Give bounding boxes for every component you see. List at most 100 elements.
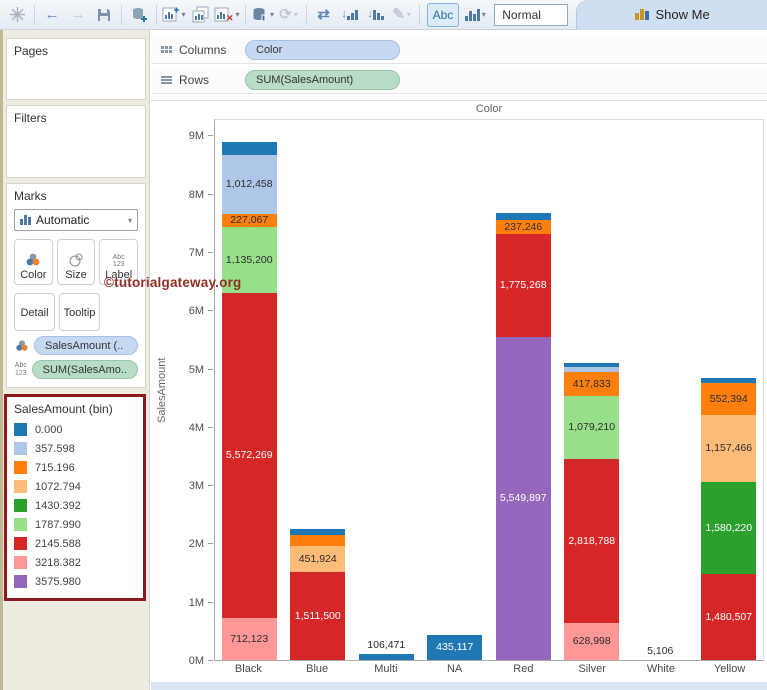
- tooltip-button[interactable]: Tooltip: [59, 293, 100, 331]
- forward-arrow-icon: →: [70, 6, 86, 23]
- chevron-down-icon: ▾: [127, 215, 132, 225]
- tableau-logo-icon: [5, 3, 29, 27]
- duplicate-sheet-button[interactable]: [188, 3, 212, 27]
- chevron-down-icon: ▾: [481, 10, 486, 19]
- sort-ascending-button[interactable]: ↓: [338, 3, 362, 27]
- bar-segment[interactable]: 417,833: [564, 372, 620, 396]
- add-datasource-button[interactable]: [127, 3, 151, 27]
- arrow-down-icon: ↓: [341, 8, 347, 20]
- bar-segment[interactable]: 552,394: [701, 383, 757, 415]
- toolbar-separator: [305, 4, 307, 25]
- fit-selector-value: Normal: [502, 7, 541, 22]
- label-button-label: Label: [105, 269, 133, 281]
- add-datasource-icon: [133, 7, 147, 22]
- show-me-button[interactable]: Show Me: [576, 0, 767, 30]
- y-tick-label: 2M: [188, 538, 204, 551]
- legend-item-label: 1072.794: [35, 480, 81, 493]
- bar-segment[interactable]: 1,012,458: [221, 155, 277, 214]
- rows-pill-sum-salesamount[interactable]: SUM(SalesAmount): [245, 69, 400, 90]
- x-axis-category-yellow: Yellow: [713, 663, 746, 675]
- arrow-down-icon: ↓: [367, 8, 373, 20]
- save-button[interactable]: [92, 3, 116, 27]
- legend-item[interactable]: 715.196: [14, 458, 136, 477]
- bar-segment[interactable]: 2,818,788: [564, 459, 620, 623]
- highlight-button[interactable]: ✎ ▾: [390, 3, 414, 27]
- plot-area: 1,012,458 227,067 1,135,200 5,572,269 712,12…: [214, 119, 764, 661]
- legend-item[interactable]: 3575.980: [14, 572, 136, 591]
- bar-outside-label: 106,471: [367, 639, 406, 651]
- redo-button[interactable]: →: [66, 3, 90, 27]
- toolbar-separator: [418, 4, 420, 25]
- bar-segment[interactable]: [221, 142, 277, 155]
- bar-segment[interactable]: [290, 535, 346, 546]
- watermark: ©tutorialgateway.org: [104, 275, 242, 290]
- bar-column-red: 237,246 1,775,268 5,549,897: [489, 120, 558, 660]
- size-button[interactable]: Size: [56, 239, 96, 285]
- bar-segment-label: 435,117: [436, 641, 474, 654]
- bar-segment[interactable]: [495, 213, 551, 220]
- legend-item[interactable]: 2145.588: [14, 534, 136, 553]
- y-tick-mark: [208, 310, 213, 312]
- refresh-button[interactable]: ⟳ ▾: [277, 3, 301, 27]
- bar-segment[interactable]: 1,511,500: [290, 572, 346, 660]
- size-icon: [69, 253, 83, 267]
- bar-segment[interactable]: 5,572,269: [221, 293, 277, 618]
- filters-shelf[interactable]: Filters: [6, 105, 146, 178]
- field-pill-sum-salesamount[interactable]: SUM(SalesAmo..: [31, 360, 138, 379]
- bar-segment[interactable]: 237,246: [495, 220, 551, 234]
- bar-segment-label: 552,394: [709, 392, 748, 405]
- mark-labels-icon: [464, 8, 480, 21]
- legend-item[interactable]: 0.000: [14, 420, 136, 439]
- swap-rows-columns-button[interactable]: ⇄: [312, 3, 336, 27]
- new-worksheet-button[interactable]: ▾: [162, 3, 186, 27]
- bar-segment[interactable]: 1,079,210: [564, 396, 620, 459]
- bar-segment[interactable]: 451,924: [290, 546, 346, 572]
- size-button-label: Size: [65, 269, 87, 281]
- field-pill-salesamount-bin[interactable]: SalesAmount (..: [34, 336, 138, 355]
- columns-shelf[interactable]: Columns Color: [151, 36, 767, 64]
- bar-segment[interactable]: [564, 367, 620, 372]
- pen-icon: ✎: [392, 6, 405, 23]
- legend-item[interactable]: 357.598: [14, 439, 136, 458]
- bar-segment[interactable]: 628,998: [564, 623, 620, 660]
- bar-segment[interactable]: [358, 654, 414, 660]
- bar-segment[interactable]: 227,067: [221, 214, 277, 227]
- legend-item[interactable]: 1072.794: [14, 477, 136, 496]
- bar-segment[interactable]: 435,117: [427, 635, 483, 660]
- bar-segment[interactable]: [290, 529, 346, 535]
- bar-segment[interactable]: 1,580,220: [701, 482, 757, 574]
- datasource-button[interactable]: ▾: [251, 3, 275, 27]
- bar-segment[interactable]: 5,549,897: [495, 337, 551, 660]
- mark-type-dropdown[interactable]: Automatic ▾: [14, 209, 138, 231]
- bar-segment[interactable]: 1,135,200: [221, 227, 277, 293]
- x-axis-category-red: Red: [513, 663, 534, 675]
- legend-item[interactable]: 1430.392: [14, 496, 136, 515]
- color-button[interactable]: Color: [14, 239, 53, 285]
- bar-chart-icon: [20, 215, 31, 225]
- legend-item-label: 357.598: [35, 442, 75, 455]
- clear-sheet-button[interactable]: ✕ ▾: [214, 3, 240, 27]
- columns-pill-color[interactable]: Color: [245, 39, 400, 60]
- pages-shelf[interactable]: Pages: [6, 38, 146, 100]
- bar-column-blue: 451,924 1,511,500: [284, 120, 353, 660]
- mark-labels-button[interactable]: ▾: [463, 3, 487, 27]
- undo-button[interactable]: ←: [40, 3, 64, 27]
- label-button[interactable]: Abc 123 Label: [99, 239, 139, 285]
- bar-segment[interactable]: 712,123: [221, 618, 277, 660]
- bar-segment[interactable]: 1,480,507: [701, 574, 757, 660]
- abc-labels-button[interactable]: Abc: [426, 2, 460, 27]
- bar-segment[interactable]: [564, 363, 620, 367]
- legend-item-label: 3575.980: [35, 575, 81, 588]
- bar-segment[interactable]: 1,157,466: [701, 415, 757, 482]
- sort-descending-button[interactable]: ↓: [364, 3, 388, 27]
- bar-segment[interactable]: [701, 378, 757, 383]
- fit-selector[interactable]: Normal: [494, 3, 569, 26]
- rows-shelf[interactable]: Rows SUM(SalesAmount): [151, 66, 767, 94]
- legend-item[interactable]: 3218.382: [14, 553, 136, 572]
- x-axis-category-blue: Blue: [306, 663, 329, 675]
- bar-segment[interactable]: 1,775,268: [495, 234, 551, 337]
- datasource-icon: [253, 8, 266, 22]
- detail-button[interactable]: Detail: [14, 293, 55, 331]
- legend-item[interactable]: 1787.990: [14, 515, 136, 534]
- y-tick-mark: [208, 426, 213, 428]
